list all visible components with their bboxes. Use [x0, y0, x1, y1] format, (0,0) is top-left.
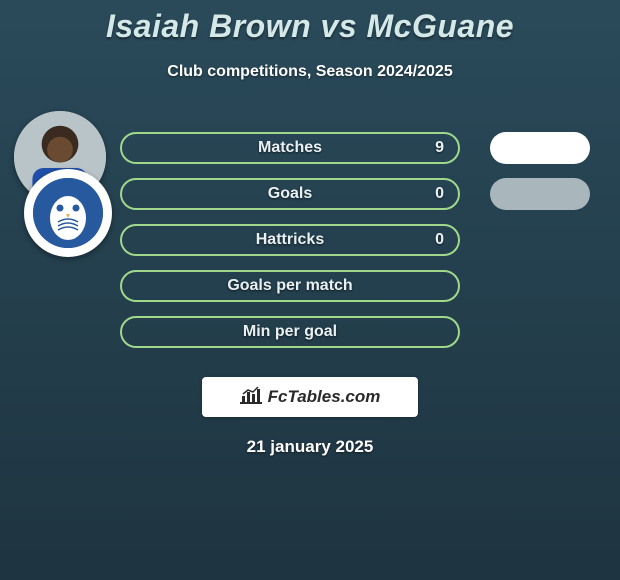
subtitle: Club competitions, Season 2024/2025 — [0, 63, 620, 81]
date-label: 21 january 2025 — [0, 437, 620, 457]
brand-badge: FcTables.com — [202, 377, 418, 417]
stat-label: Matches — [258, 139, 322, 157]
stat-bar-matches: Matches 9 — [120, 132, 460, 164]
stat-bar-goals: Goals 0 — [120, 178, 460, 210]
stat-row: Hattricks 0 — [0, 217, 620, 263]
brand-text: FcTables.com — [268, 387, 381, 407]
stat-value: 0 — [435, 231, 444, 249]
stat-row: Matches 9 — [0, 125, 620, 171]
stat-row: Min per goal — [0, 309, 620, 355]
stat-label: Goals per match — [227, 277, 352, 295]
stat-value: 0 — [435, 185, 444, 203]
stat-bar-gpm: Goals per match — [120, 270, 460, 302]
page-title: Isaiah Brown vs McGuane — [0, 0, 620, 45]
comparison-pill — [490, 178, 590, 210]
comparison-pill — [490, 132, 590, 164]
stat-row: Goals per match — [0, 263, 620, 309]
stat-label: Goals — [268, 185, 312, 203]
stat-bar-hattricks: Hattricks 0 — [120, 224, 460, 256]
stat-label: Min per goal — [243, 323, 337, 341]
comparison-chart: Matches 9 — [0, 125, 620, 355]
stat-value: 9 — [435, 139, 444, 157]
stat-row: Goals 0 — [0, 171, 620, 217]
chart-icon — [240, 386, 262, 409]
stat-bar-mpg: Min per goal — [120, 316, 460, 348]
stat-label: Hattricks — [256, 231, 324, 249]
